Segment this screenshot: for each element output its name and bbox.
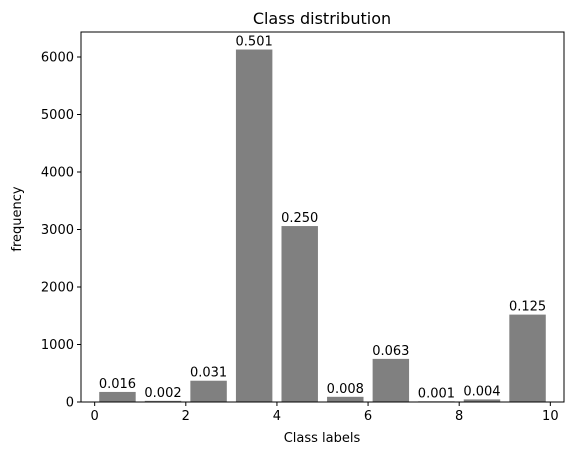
- x-axis-ticks: 0 2 4 6 8 10: [91, 402, 559, 424]
- bar-class-0: [99, 391, 136, 402]
- x-tick-label-8: 8: [455, 409, 463, 424]
- data-label-class-6: 0.063: [372, 344, 409, 359]
- y-tick-label-5000: 5000: [41, 108, 74, 123]
- bars-group: [99, 49, 546, 403]
- data-label-class-2: 0.031: [190, 366, 227, 381]
- y-tick-label-0: 0: [66, 396, 74, 411]
- plot-area-frame: [80, 31, 565, 403]
- chart-title: Class distribution: [253, 9, 391, 28]
- y-tick-label-4000: 4000: [41, 166, 74, 181]
- y-tick-label-1000: 1000: [41, 338, 74, 353]
- data-label-class-1: 0.002: [144, 386, 181, 401]
- data-label-class-9: 0.125: [509, 300, 546, 315]
- y-tick-label-2000: 2000: [41, 281, 74, 296]
- x-tick-label-10: 10: [542, 409, 559, 424]
- bar-class-5: [327, 396, 364, 402]
- x-tick-label-2: 2: [182, 409, 190, 424]
- data-label-class-5: 0.008: [327, 382, 364, 397]
- y-axis-label: frequency: [10, 186, 25, 252]
- bar-class-9: [509, 314, 546, 402]
- y-tick-label-3000: 3000: [41, 223, 74, 238]
- data-label-class-4: 0.250: [281, 211, 318, 226]
- data-label-class-0: 0.016: [99, 377, 136, 392]
- bar-class-6: [372, 358, 410, 402]
- x-tick-label-4: 4: [273, 409, 281, 424]
- y-axis-ticks: 0 1000 2000 3000 4000 5000 6000: [41, 51, 81, 411]
- x-tick-label-0: 0: [91, 409, 99, 424]
- x-axis-label: Class labels: [284, 431, 361, 446]
- data-labels-group: 0.016 0.002 0.031 0.501 0.250 0.008 0.063 0.001…: [99, 35, 546, 402]
- y-tick-label-6000: 6000: [41, 51, 74, 66]
- data-label-class-8: 0.004: [463, 384, 500, 399]
- data-label-class-3: 0.501: [236, 35, 273, 50]
- bar-class-8: [463, 399, 501, 402]
- bar-class-3: [235, 49, 273, 403]
- data-label-class-7: 0.001: [418, 386, 455, 401]
- bar-class-4: [281, 226, 318, 402]
- x-tick-label-6: 6: [364, 409, 372, 424]
- bar-class-1: [144, 400, 182, 402]
- bar-class-2: [190, 380, 227, 402]
